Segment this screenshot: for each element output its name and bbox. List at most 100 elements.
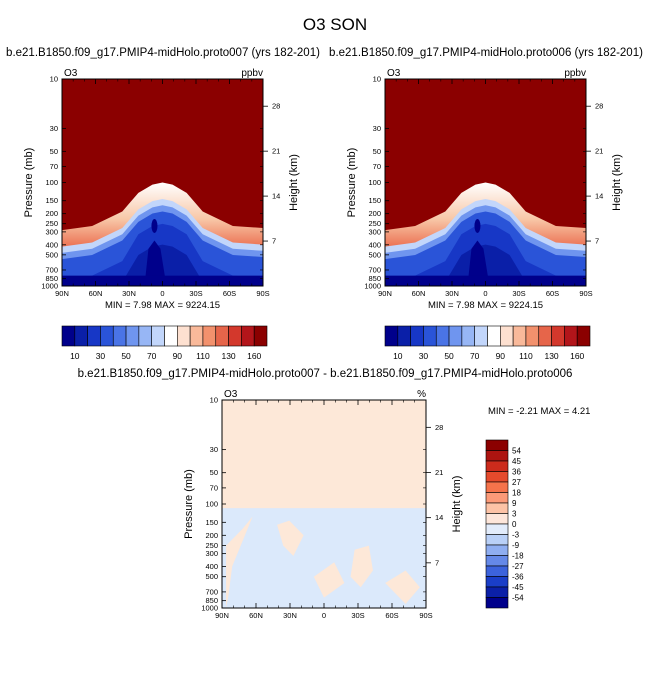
diff-negative-region — [222, 508, 426, 608]
colorbar-label: 27 — [512, 478, 521, 487]
plot-area — [222, 400, 426, 608]
colorbar-label: -18 — [512, 552, 524, 561]
colorbar-box — [228, 325, 242, 347]
x-tick-label: 90N — [378, 289, 392, 298]
colorbar-label: -36 — [512, 573, 524, 582]
colorbar-box — [177, 325, 191, 347]
colorbar-label: 0 — [512, 520, 517, 529]
panel-title: b.e21.B1850.f09_g17.PMIP4-midHolo.proto0… — [78, 368, 573, 380]
y-tick-label: 200 — [368, 209, 381, 218]
colorbar-box — [397, 325, 411, 347]
colorbar-label: 160 — [247, 351, 261, 361]
colorbar-box — [125, 325, 140, 347]
diff-positive-patch-3 — [313, 562, 345, 598]
height-tick-label: 28 — [595, 102, 603, 111]
x-tick-label: 90N — [215, 611, 229, 620]
colorbar-box — [485, 481, 509, 493]
units-label: ppbv — [564, 68, 586, 79]
y-tick-label: 10 — [210, 396, 218, 405]
x-tick-label: 30N — [283, 611, 297, 620]
colorbar-label: 90 — [173, 351, 183, 361]
y-tick-label: 1000 — [41, 282, 58, 291]
variable-label: O3 — [64, 68, 78, 79]
diff-positive-patch-2 — [277, 520, 304, 556]
colorbar-box — [485, 513, 509, 525]
y-tick-label: 70 — [373, 162, 381, 171]
colorbar-box — [538, 325, 552, 347]
colorbar-label: 3 — [512, 510, 517, 519]
y-tick-label: 10 — [373, 75, 381, 84]
y-tick-label: 700 — [205, 587, 218, 596]
y-tick-label: 150 — [45, 196, 58, 205]
colorbar-box — [485, 460, 509, 472]
colorbar-label: 70 — [470, 351, 480, 361]
y-tick-label: 700 — [368, 265, 381, 274]
colorbar-box — [253, 325, 268, 347]
panel-1: b.e21.B1850.f09_g17.PMIP4-midHolo.proto0… — [6, 47, 320, 361]
colorbar-label: 160 — [570, 351, 584, 361]
variable-label: O3 — [224, 389, 238, 400]
x-tick-label: 60N — [412, 289, 426, 298]
colorbar-label: 110 — [196, 351, 210, 361]
height-axis-label: Height (km) — [611, 154, 623, 211]
units-label: ppbv — [241, 68, 263, 79]
colorbar-box — [112, 325, 127, 347]
colorbar-box — [512, 325, 527, 347]
height-axis-label: Height (km) — [451, 476, 463, 533]
y-tick-label: 300 — [205, 549, 218, 558]
height-tick-label: 28 — [435, 423, 443, 432]
colorbar-label: 45 — [512, 457, 521, 466]
y-tick-label: 700 — [45, 265, 58, 274]
colorbar-box — [485, 439, 509, 451]
y-tick-label: 850 — [45, 274, 58, 283]
colorbar-box — [485, 450, 509, 462]
colorbar-box — [448, 325, 463, 347]
colorbar-label: 10 — [393, 351, 403, 361]
panel-title: b.e21.B1850.f09_g17.PMIP4-midHolo.proto0… — [6, 47, 320, 59]
height-tick-label: 7 — [272, 237, 276, 246]
field-core — [144, 240, 167, 286]
colorbar-box — [576, 325, 591, 347]
x-tick-label: 30N — [445, 289, 459, 298]
x-tick-label: 90S — [419, 611, 432, 620]
y-tick-label: 150 — [368, 196, 381, 205]
y-tick-label: 250 — [368, 219, 381, 228]
height-tick-label: 21 — [595, 147, 603, 156]
colorbar-box — [485, 576, 509, 588]
colorbar-label: 50 — [121, 351, 131, 361]
field-surface-band — [62, 275, 263, 286]
panel-2: b.e21.B1850.f09_g17.PMIP4-midHolo.proto0… — [329, 47, 643, 361]
colorbar-label: 30 — [96, 351, 106, 361]
min-max-stats: MIN = 7.98 MAX = 9224.15 — [105, 300, 220, 311]
height-tick-label: 14 — [272, 192, 280, 201]
colorbar-label: 70 — [147, 351, 157, 361]
field-core-upper — [151, 218, 158, 233]
x-tick-label: 0 — [322, 611, 326, 620]
y-tick-label: 850 — [205, 596, 218, 605]
colorbar-box — [487, 325, 501, 347]
colorbar-box — [87, 325, 101, 347]
colorbar-box — [485, 534, 509, 546]
x-tick-label: 60S — [223, 289, 236, 298]
colorbar-box — [485, 523, 509, 535]
height-tick-label: 21 — [435, 468, 443, 477]
y-tick-label: 200 — [45, 209, 58, 218]
colorbar-label: 10 — [70, 351, 80, 361]
height-tick-label: 14 — [435, 513, 443, 522]
colorbar-label: 90 — [496, 351, 506, 361]
colorbar-box — [525, 325, 540, 347]
height-tick-label: 7 — [595, 237, 599, 246]
colorbar-box — [215, 325, 229, 347]
colorbar-label: 130 — [544, 351, 558, 361]
colorbar-box — [74, 325, 88, 347]
colorbar-label: 130 — [221, 351, 235, 361]
height-axis-label: Height (km) — [288, 154, 300, 211]
colorbar-box — [485, 586, 509, 598]
colorbar-box — [241, 325, 255, 347]
field-core — [467, 240, 490, 286]
diff-positive-patch-5 — [385, 570, 420, 604]
y-tick-label: 500 — [205, 572, 218, 581]
colorbar-box — [151, 325, 165, 347]
field-surface-band — [385, 275, 586, 286]
y-tick-label: 100 — [368, 178, 381, 187]
